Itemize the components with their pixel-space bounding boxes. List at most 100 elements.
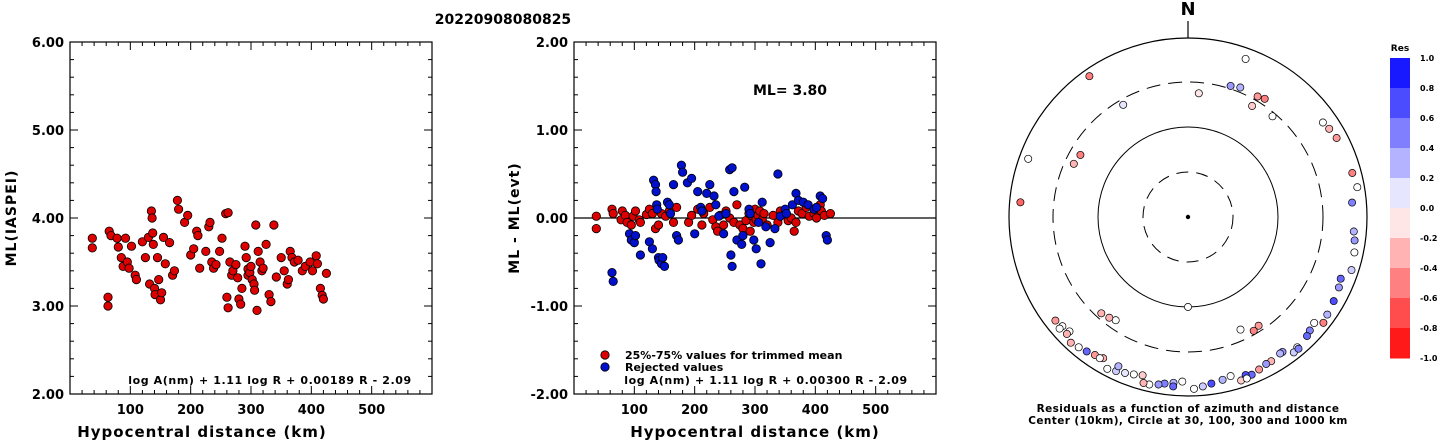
residual-point [1066,338,1075,347]
residual-point [1241,54,1250,63]
colorbar: 1.0 0.8 0.6 0.4 0.2 0.0 -0.2 -0.4 -0.6 -0.8 -1.0 [1390,54,1437,363]
blue-data-point [740,182,750,192]
residual-point [1325,124,1334,133]
red-data-point [154,274,164,285]
red-data-point [732,200,742,210]
blue-data-point [727,163,737,173]
residual-point [1218,375,1227,384]
blue-data-point [647,244,658,254]
red-data-point [686,210,697,220]
red-data-point [266,296,276,307]
blue-data-point [727,261,737,271]
red-data-point [269,220,279,230]
red-data-point [630,206,641,216]
blue-data-point [756,259,766,269]
polar-caption-line-1: Residuals as a function of azimuth and d… [1037,403,1340,415]
red-data-point [635,217,646,227]
blue-data-point [651,187,661,197]
red-data-point [312,259,322,269]
middle-y-axis-label: ML - ML(evt) [507,162,523,273]
blue-data-point [718,229,729,239]
residual-point [1051,316,1060,325]
residual-point [1069,159,1078,168]
blue-data-point [635,250,646,260]
residual-point [1082,347,1091,356]
y-tick-label: 1.00 [536,124,568,139]
red-data-point [152,253,163,263]
x-tick-label: 300 [741,403,768,418]
residual-point [1139,379,1148,387]
residual-point [1178,377,1187,386]
legend-blue-label: Rejected values [625,361,724,374]
red-data-point [668,217,679,227]
red-data-point [148,239,158,249]
ring-300km [1052,81,1324,353]
residual-point [1138,371,1147,380]
residual-point [1262,360,1271,368]
red-data-point [222,292,232,302]
red-data-point [157,288,167,298]
residual-point [1062,329,1071,338]
blue-data-point [693,187,703,197]
x-tick-label: 200 [177,403,204,418]
red-data-point [789,226,799,236]
red-data-point [120,233,131,243]
blue-data-point [664,200,674,210]
blue-data-point [822,235,833,245]
residual-point [1318,118,1327,127]
red-data-point [103,292,113,302]
residual-point [1248,102,1257,110]
red-data-point [626,220,636,230]
colorbar-segment [1390,88,1410,119]
blue-data-point [737,239,747,249]
legend-red-marker [600,350,610,360]
residual-point [1169,382,1178,391]
red-data-point [211,259,221,270]
residual-point [1190,384,1198,393]
red-data-point [165,238,175,248]
red-data-point [653,220,664,230]
blue-data-point [690,229,700,239]
residual-point [1198,382,1207,391]
residual-point [1329,297,1338,306]
blue-data-point [761,222,771,232]
y-tick-label: 2.00 [32,388,64,403]
red-data-point [158,232,169,242]
residual-point [1226,81,1235,90]
red-data-point [103,301,113,311]
blue-data-point [773,169,783,179]
blue-data-point [749,235,759,245]
legend-red-label: 25%-75% values for trimmed mean [625,349,842,362]
red-data-point [591,211,601,221]
red-data-point [233,273,243,283]
residual-point [1255,365,1264,374]
blue-data-point [726,250,736,260]
red-data-point [205,217,215,227]
red-data-point [112,233,122,243]
blue-data-point [677,167,688,177]
x-tick-label: 100 [621,403,648,418]
blue-data-point [729,187,739,197]
y-tick-label: 4.00 [32,212,64,227]
residual-point [1303,332,1311,340]
residual-point [1353,183,1362,192]
red-data-point [321,268,331,278]
colorbar-segment [1390,148,1410,179]
middle-formula: log A(nm) + 1.11 log R + 0.00300 R - 2.0… [624,374,907,387]
blue-data-point [659,261,670,271]
residual-point [1294,344,1303,353]
blue-data-point [721,209,731,219]
blue-data-point [630,231,641,241]
left-y-axis-label: ML(IASPEI) [4,170,20,267]
red-data-point [215,246,225,256]
y-tick-label: 3.00 [32,300,64,315]
blue-data-point [686,173,697,183]
red-data-point [195,263,205,273]
red-data-point [147,213,157,223]
left-data-points [87,195,331,315]
colorbar-segment [1390,328,1410,359]
red-data-point [251,220,261,230]
residual-point [1114,362,1123,371]
x-tick-label: 200 [681,403,708,418]
blue-data-point [697,206,707,216]
